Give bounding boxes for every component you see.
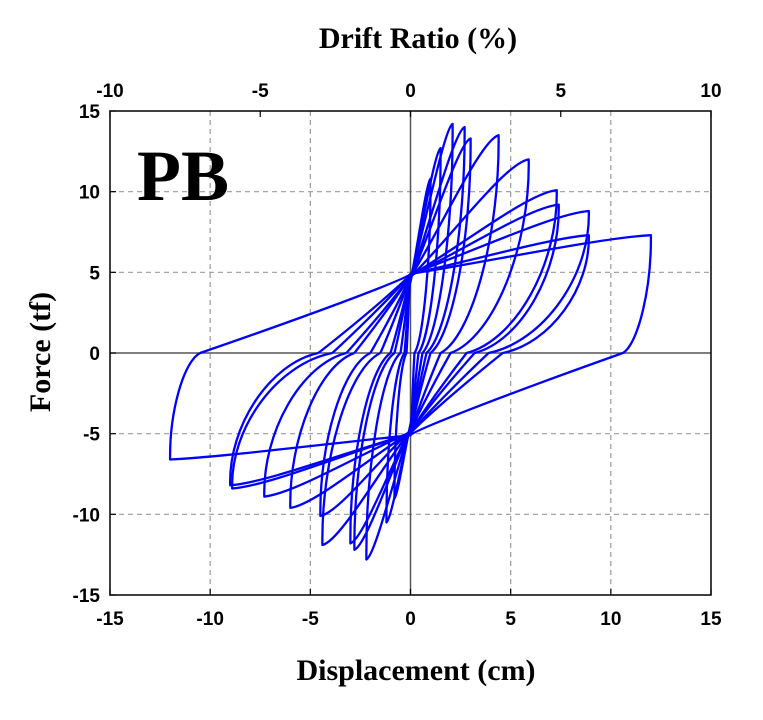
- x-axis-title: Displacement (cm): [296, 654, 535, 687]
- hysteresis-loop: [231, 209, 590, 490]
- top-tick-label: 5: [555, 81, 566, 102]
- hysteresis-loop: [168, 234, 653, 461]
- y-tick-label: 15: [79, 102, 101, 123]
- y-tick-label: 10: [79, 183, 100, 204]
- y-tick-label: 5: [89, 263, 100, 284]
- x-tick-label: -5: [302, 609, 319, 630]
- hysteresis-loop: [365, 122, 454, 561]
- x-tick-label: -15: [96, 609, 124, 630]
- y-tick-label: -10: [73, 505, 100, 526]
- y-ticks: -15 -10 -5 0 5 10 15: [73, 102, 116, 607]
- x-tick-label: 5: [505, 609, 516, 630]
- x-tick-label: -10: [196, 609, 223, 630]
- top-x-ticks: -10 -5 0 5 10: [96, 81, 722, 117]
- hysteresis-loop: [321, 134, 500, 547]
- panel-label: PB: [137, 136, 229, 216]
- hysteresis-curves: [168, 122, 653, 561]
- hysteresis-loop: [289, 188, 558, 510]
- y-axis-title: Force (tf): [24, 292, 57, 412]
- top-tick-label: -5: [252, 81, 269, 102]
- zero-axes: [110, 111, 711, 595]
- top-axis-title: Drift Ratio (%): [319, 22, 517, 55]
- x-tick-label: 0: [405, 609, 416, 630]
- top-tick-label: 10: [700, 81, 721, 102]
- top-tick-label: 0: [405, 81, 416, 102]
- x-tick-label: 10: [600, 609, 621, 630]
- x-tick-label: 15: [700, 609, 722, 630]
- y-tick-label: 0: [89, 344, 100, 365]
- y-tick-label: -5: [83, 425, 100, 446]
- hysteresis-loop: [353, 125, 466, 551]
- top-tick-label: -10: [96, 81, 123, 102]
- hysteresis-loop: [319, 158, 530, 518]
- y-tick-label: -15: [73, 586, 101, 607]
- bottom-x-ticks: -15 -10 -5 0 5 10 15: [96, 589, 722, 630]
